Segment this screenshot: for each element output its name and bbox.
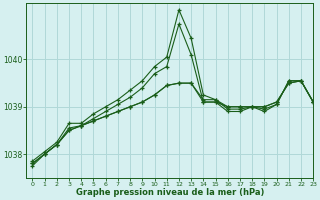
X-axis label: Graphe pression niveau de la mer (hPa): Graphe pression niveau de la mer (hPa) — [76, 188, 264, 197]
